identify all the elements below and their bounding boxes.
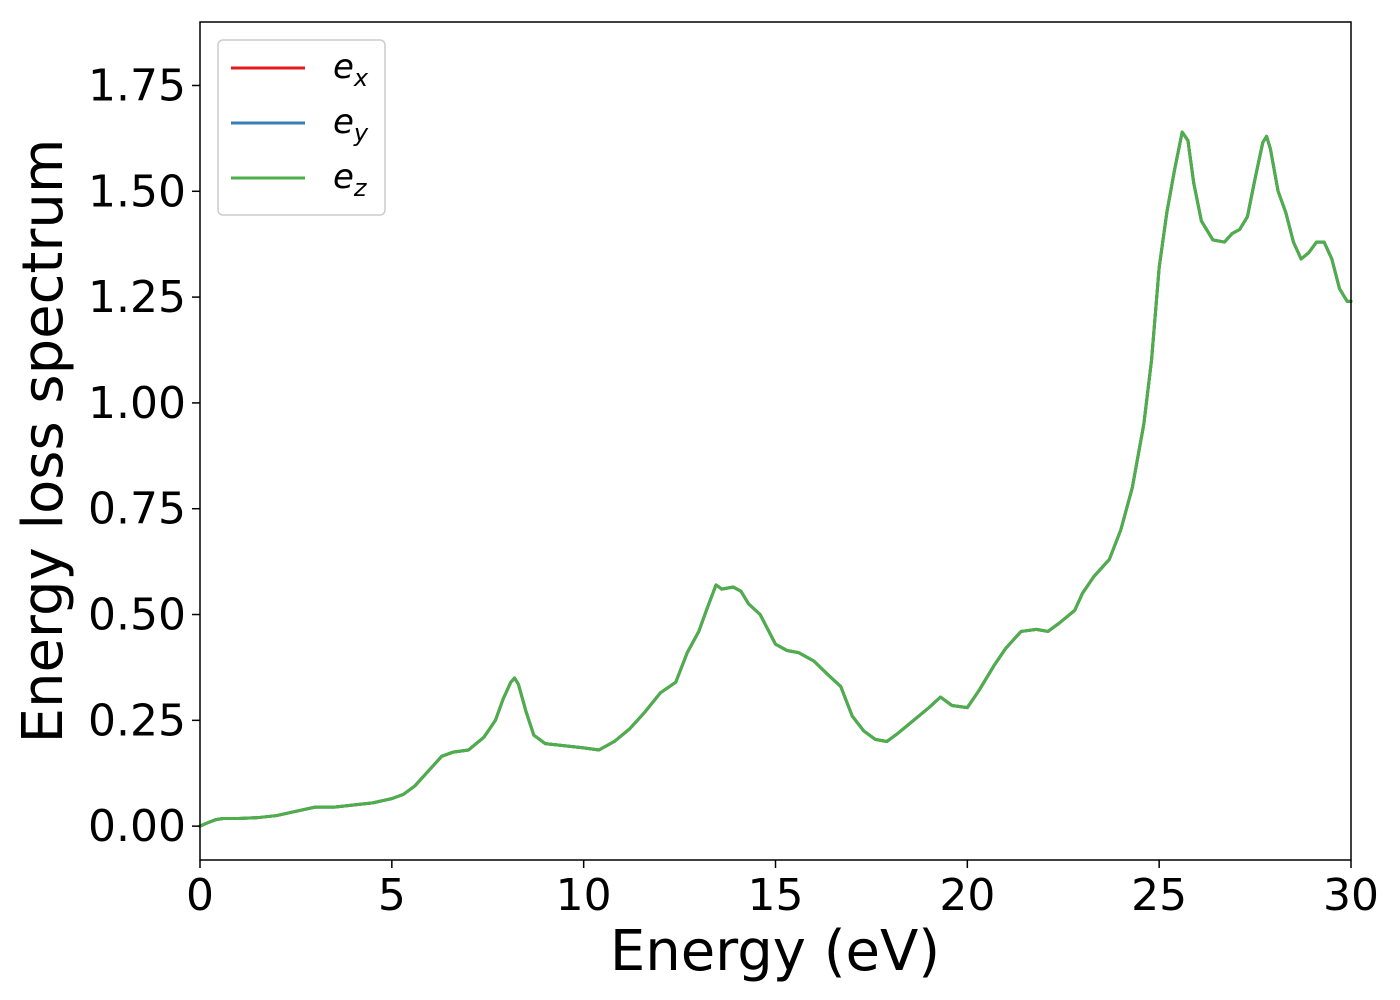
- x-tick-label: 0: [186, 870, 214, 921]
- y-tick-label: 0.50: [88, 590, 186, 641]
- legend-label-y: ey: [333, 102, 369, 147]
- x-tick-label: 30: [1323, 870, 1379, 921]
- legend-label-x: ex: [333, 47, 369, 92]
- x-axis-ticks: 0 5 10 15 20 25 30: [186, 860, 1379, 921]
- y-tick-label: 1.75: [88, 60, 186, 111]
- y-tick-label: 1.00: [88, 378, 186, 429]
- legend-box: [217, 39, 386, 216]
- x-axis-label: Energy (eV): [610, 919, 940, 984]
- y-tick-label: 0.25: [88, 695, 186, 746]
- y-tick-label: 0.00: [88, 801, 186, 852]
- plot-area: [200, 22, 1351, 860]
- y-tick-label: 1.25: [88, 272, 186, 323]
- x-tick-label: 10: [556, 870, 612, 921]
- x-tick-label: 25: [1131, 870, 1187, 921]
- series-line-z: [198, 130, 1353, 828]
- series-layer: [198, 130, 1353, 828]
- y-tick-label: 1.50: [88, 166, 186, 217]
- x-tick-label: 5: [378, 870, 406, 921]
- y-tick-label: 0.75: [88, 484, 186, 535]
- y-axis-label: Energy loss spectrum: [11, 139, 76, 744]
- x-tick-label: 15: [748, 870, 804, 921]
- y-axis-ticks: 0.00 0.25 0.50 0.75 1.00 1.25 1.50 1.75: [88, 60, 200, 852]
- legend-label-z: ez: [333, 157, 368, 202]
- legend: ex ey ez: [217, 39, 386, 216]
- x-tick-label: 20: [939, 870, 995, 921]
